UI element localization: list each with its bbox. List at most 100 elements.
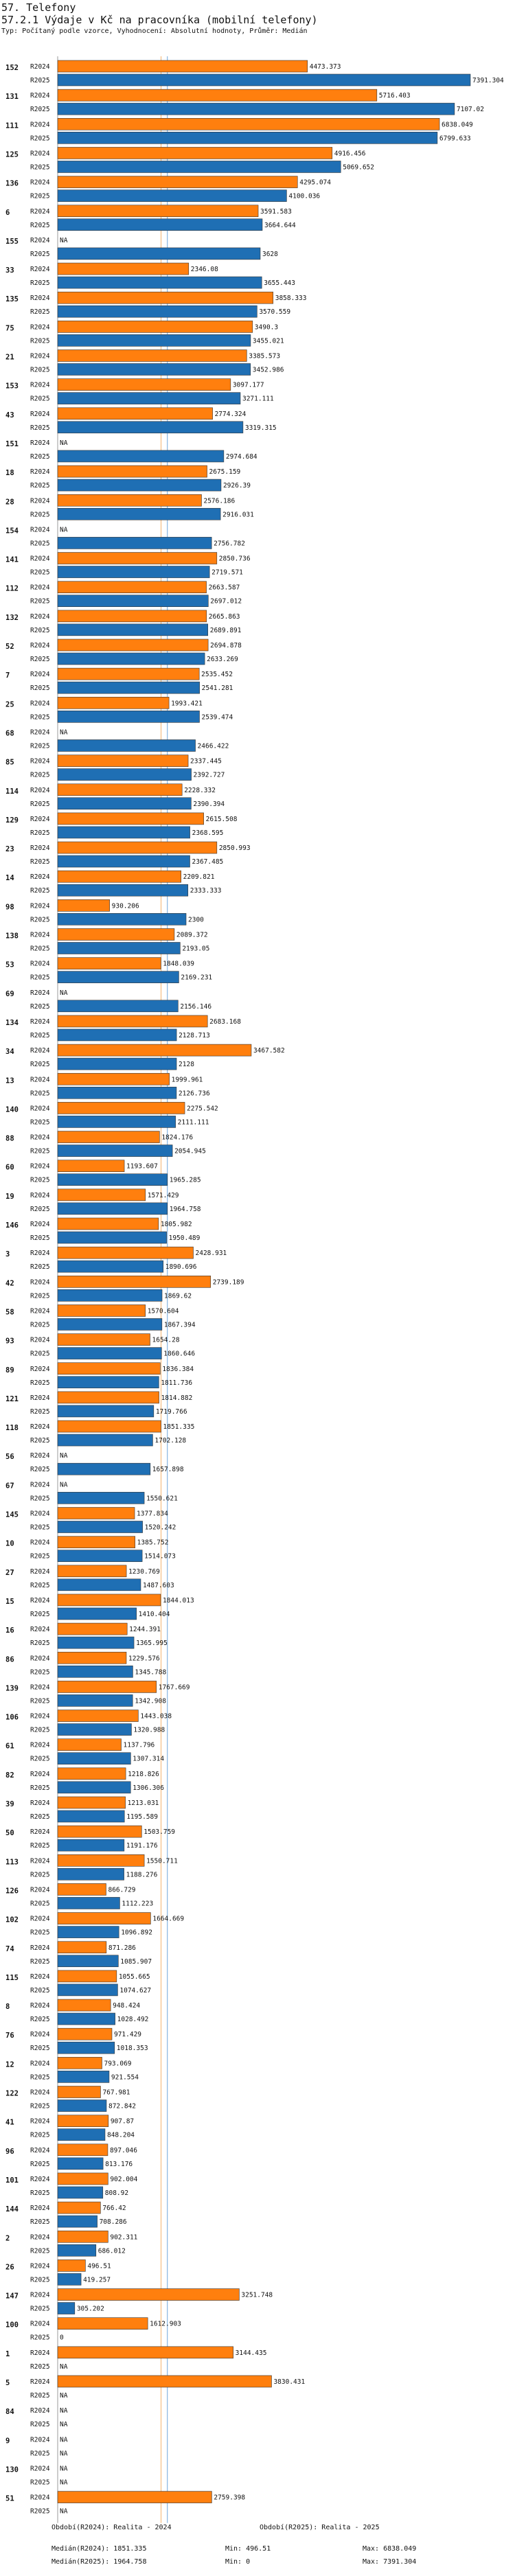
value-label: 2663.587 xyxy=(209,584,240,592)
bar-r2024 xyxy=(57,899,110,912)
series-label: R2025 xyxy=(30,222,50,229)
value-label: 3385.573 xyxy=(249,353,280,360)
value-label: 1848.039 xyxy=(163,961,194,968)
series-label: R2024 xyxy=(30,2176,50,2183)
series-label: R2024 xyxy=(30,2233,50,2241)
series-label: R2025 xyxy=(30,1206,50,1213)
value-label: 4295.074 xyxy=(299,179,331,187)
series-label: R2024 xyxy=(30,2118,50,2126)
value-label: 1890.696 xyxy=(165,1263,197,1271)
bar-r2024 xyxy=(57,1391,159,1404)
series-label: R2024 xyxy=(30,2407,50,2415)
bar-r2024 xyxy=(57,147,333,159)
row-id-label: 113 xyxy=(5,1858,19,1866)
na-label: NA xyxy=(60,2479,68,2486)
bar-r2024 xyxy=(57,89,378,102)
row-id-label: 6 xyxy=(5,209,10,217)
bar-r2024 xyxy=(57,205,259,218)
bar-r2024 xyxy=(57,783,183,796)
value-label: 793.069 xyxy=(104,2060,131,2067)
series-label: R2024 xyxy=(30,1886,50,1894)
bar-r2024 xyxy=(57,465,207,478)
row-id-label: 86 xyxy=(5,1655,14,1664)
value-label: 1345.788 xyxy=(135,1668,166,1676)
series-label: R2024 xyxy=(30,526,50,533)
row-id-label: 131 xyxy=(5,93,19,101)
value-label: 1805.982 xyxy=(161,1221,192,1228)
bar-r2025 xyxy=(57,2041,115,2054)
value-label: 1195.589 xyxy=(126,1813,158,1821)
value-label: 1307.314 xyxy=(133,1756,164,1763)
row-id-label: 101 xyxy=(5,2176,19,2185)
series-label: R2025 xyxy=(30,2103,50,2111)
series-label: R2025 xyxy=(30,1784,50,1792)
series-label: R2024 xyxy=(30,266,50,273)
bar-r2025 xyxy=(57,1694,133,1707)
value-label: 1570.604 xyxy=(148,1307,179,1315)
na-label: NA xyxy=(60,728,68,736)
series-label: R2025 xyxy=(30,656,50,663)
value-label: 1964.758 xyxy=(170,1206,201,1213)
value-label: 1767.669 xyxy=(159,1683,190,1691)
row-id-label: 96 xyxy=(5,2148,14,2156)
na-label: NA xyxy=(60,439,68,447)
series-label: R2025 xyxy=(30,2363,50,2371)
bar-r2025 xyxy=(57,479,222,492)
bar-r2024 xyxy=(57,2230,108,2243)
bar-r2025 xyxy=(57,1955,119,1968)
value-label: 1018.353 xyxy=(117,2045,148,2052)
bar-r2024 xyxy=(57,1217,159,1230)
row-id-label: 136 xyxy=(5,180,19,188)
bar-r2024 xyxy=(57,1246,194,1259)
bar-r2025 xyxy=(57,2157,104,2170)
row-id-label: 134 xyxy=(5,1019,19,1027)
bar-r2024 xyxy=(57,321,253,333)
series-label: R2025 xyxy=(30,251,50,258)
bar-r2025 xyxy=(57,711,200,723)
row-id-label: 67 xyxy=(5,1482,14,1490)
value-label: 1860.646 xyxy=(163,1350,195,1358)
value-label: 2128.713 xyxy=(179,1032,210,1039)
bar-r2025 xyxy=(57,334,251,347)
series-label: R2024 xyxy=(30,1423,50,1431)
value-label: 1851.335 xyxy=(163,1423,195,1431)
bar-r2025 xyxy=(57,1086,177,1099)
bar-r2024 xyxy=(57,2317,148,2330)
row-id-label: 106 xyxy=(5,1714,19,1722)
bar-r2025 xyxy=(57,1028,177,1042)
bar-r2024 xyxy=(57,2027,113,2040)
bar-r2025 xyxy=(57,1462,151,1475)
series-label: R2025 xyxy=(30,482,50,490)
bar-r2025 xyxy=(57,305,258,318)
series-label: R2024 xyxy=(30,1973,50,1981)
value-label: 1055.665 xyxy=(119,1973,150,1981)
value-label: 2694.878 xyxy=(210,642,242,649)
value-label: 1571.429 xyxy=(148,1192,179,1199)
row-id-label: 18 xyxy=(5,469,14,477)
row-id-label: 26 xyxy=(5,2263,14,2271)
series-label: R2025 xyxy=(30,2479,50,2486)
series-label: R2025 xyxy=(30,2392,50,2400)
row-id-label: 122 xyxy=(5,2090,19,2098)
row-id-label: 115 xyxy=(5,1974,19,1982)
value-label: 1867.394 xyxy=(164,1321,196,1329)
value-label: 848.204 xyxy=(107,2132,135,2139)
bar-r2025 xyxy=(57,1926,119,1938)
row-id-label: 15 xyxy=(5,1598,14,1606)
bar-r2024 xyxy=(57,1796,126,1809)
series-label: R2025 xyxy=(30,1842,50,1850)
series-label: R2025 xyxy=(30,1437,50,1445)
bar-r2025 xyxy=(57,1116,176,1128)
bar-r2024 xyxy=(57,957,161,969)
value-label: 1836.384 xyxy=(162,1366,194,1373)
series-label: R2025 xyxy=(30,1611,50,1618)
value-label: 1193.607 xyxy=(126,1163,158,1171)
bar-r2025 xyxy=(57,595,209,608)
series-label: R2025 xyxy=(30,135,50,142)
row-id-label: 155 xyxy=(5,238,19,246)
series-label: R2024 xyxy=(30,2002,50,2010)
value-label: 1074.627 xyxy=(119,1987,151,1994)
value-label: 4100.036 xyxy=(288,193,320,200)
bar-r2025 xyxy=(57,1636,135,1649)
bar-r2025 xyxy=(57,1057,177,1070)
